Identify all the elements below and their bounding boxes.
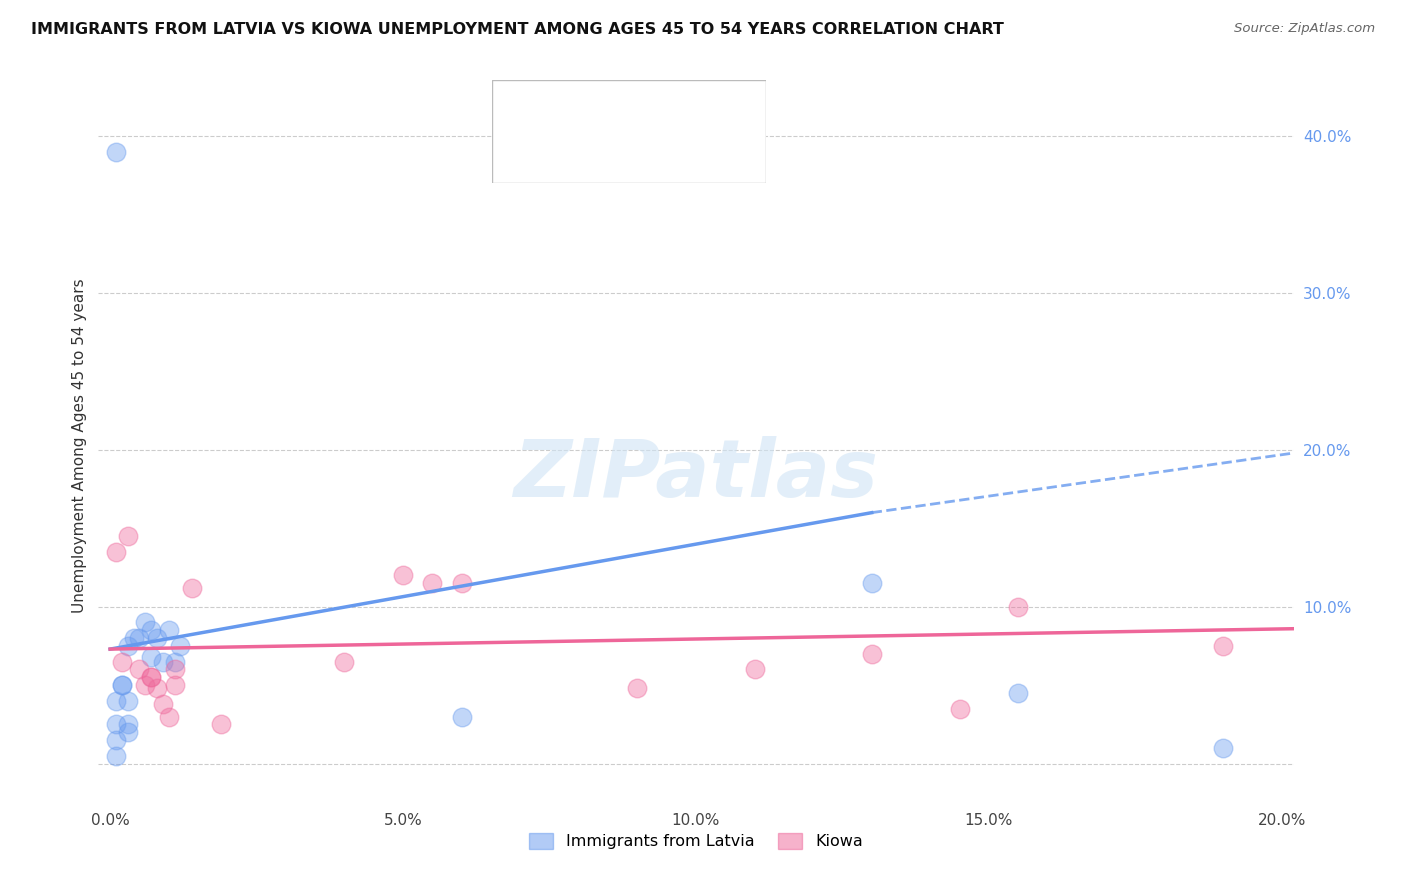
Point [134, 678, 156, 692]
Point [860, 576, 883, 591]
Point [141, 670, 163, 684]
Point [117, 529, 139, 543]
Point [1212, 740, 1234, 755]
Text: N =: N = [659, 100, 696, 118]
Point [450, 709, 472, 723]
Point [860, 647, 883, 661]
Point [117, 725, 139, 739]
FancyBboxPatch shape [501, 139, 536, 175]
Point [169, 639, 191, 653]
FancyBboxPatch shape [501, 91, 536, 127]
Text: 24: 24 [697, 148, 721, 166]
Point [422, 576, 444, 591]
Text: 0.106: 0.106 [585, 148, 638, 166]
Y-axis label: Unemployment Among Ages 45 to 54 years: Unemployment Among Ages 45 to 54 years [72, 278, 87, 614]
Legend: Immigrants from Latvia, Kiowa: Immigrants from Latvia, Kiowa [523, 826, 869, 855]
Text: 0.231: 0.231 [585, 100, 638, 118]
Point [157, 709, 180, 723]
Point [744, 663, 766, 677]
Point [141, 649, 163, 664]
Point [105, 694, 128, 708]
Text: ZIPatlas: ZIPatlas [513, 435, 879, 514]
Point [163, 655, 186, 669]
Point [111, 655, 134, 669]
Point [211, 717, 233, 731]
Point [1007, 686, 1029, 700]
Point [122, 631, 145, 645]
FancyBboxPatch shape [492, 80, 766, 183]
Text: 25: 25 [697, 100, 721, 118]
Point [163, 678, 186, 692]
Text: IMMIGRANTS FROM LATVIA VS KIOWA UNEMPLOYMENT AMONG AGES 45 TO 54 YEARS CORRELATI: IMMIGRANTS FROM LATVIA VS KIOWA UNEMPLOY… [31, 22, 1004, 37]
Point [152, 655, 174, 669]
Point [163, 663, 186, 677]
Point [152, 697, 174, 711]
Point [157, 624, 180, 638]
Point [134, 615, 156, 630]
Text: R =: R = [544, 100, 581, 118]
Point [141, 670, 163, 684]
Point [1007, 599, 1029, 614]
Point [141, 624, 163, 638]
Point [117, 639, 139, 653]
Point [105, 545, 128, 559]
Point [105, 733, 128, 747]
Point [333, 655, 356, 669]
Point [1212, 639, 1234, 653]
Point [948, 702, 970, 716]
Point [117, 717, 139, 731]
Point [128, 663, 150, 677]
Point [626, 681, 648, 696]
Text: Source: ZipAtlas.com: Source: ZipAtlas.com [1234, 22, 1375, 36]
Point [181, 581, 204, 595]
Point [392, 568, 415, 582]
Point [146, 681, 169, 696]
Point [105, 748, 128, 763]
Point [111, 678, 134, 692]
Point [128, 631, 150, 645]
Point [117, 694, 139, 708]
Text: R =: R = [544, 148, 581, 166]
Point [111, 678, 134, 692]
Point [105, 717, 128, 731]
Point [450, 576, 472, 591]
Point [146, 631, 169, 645]
Text: N =: N = [659, 148, 696, 166]
Point [105, 145, 128, 159]
